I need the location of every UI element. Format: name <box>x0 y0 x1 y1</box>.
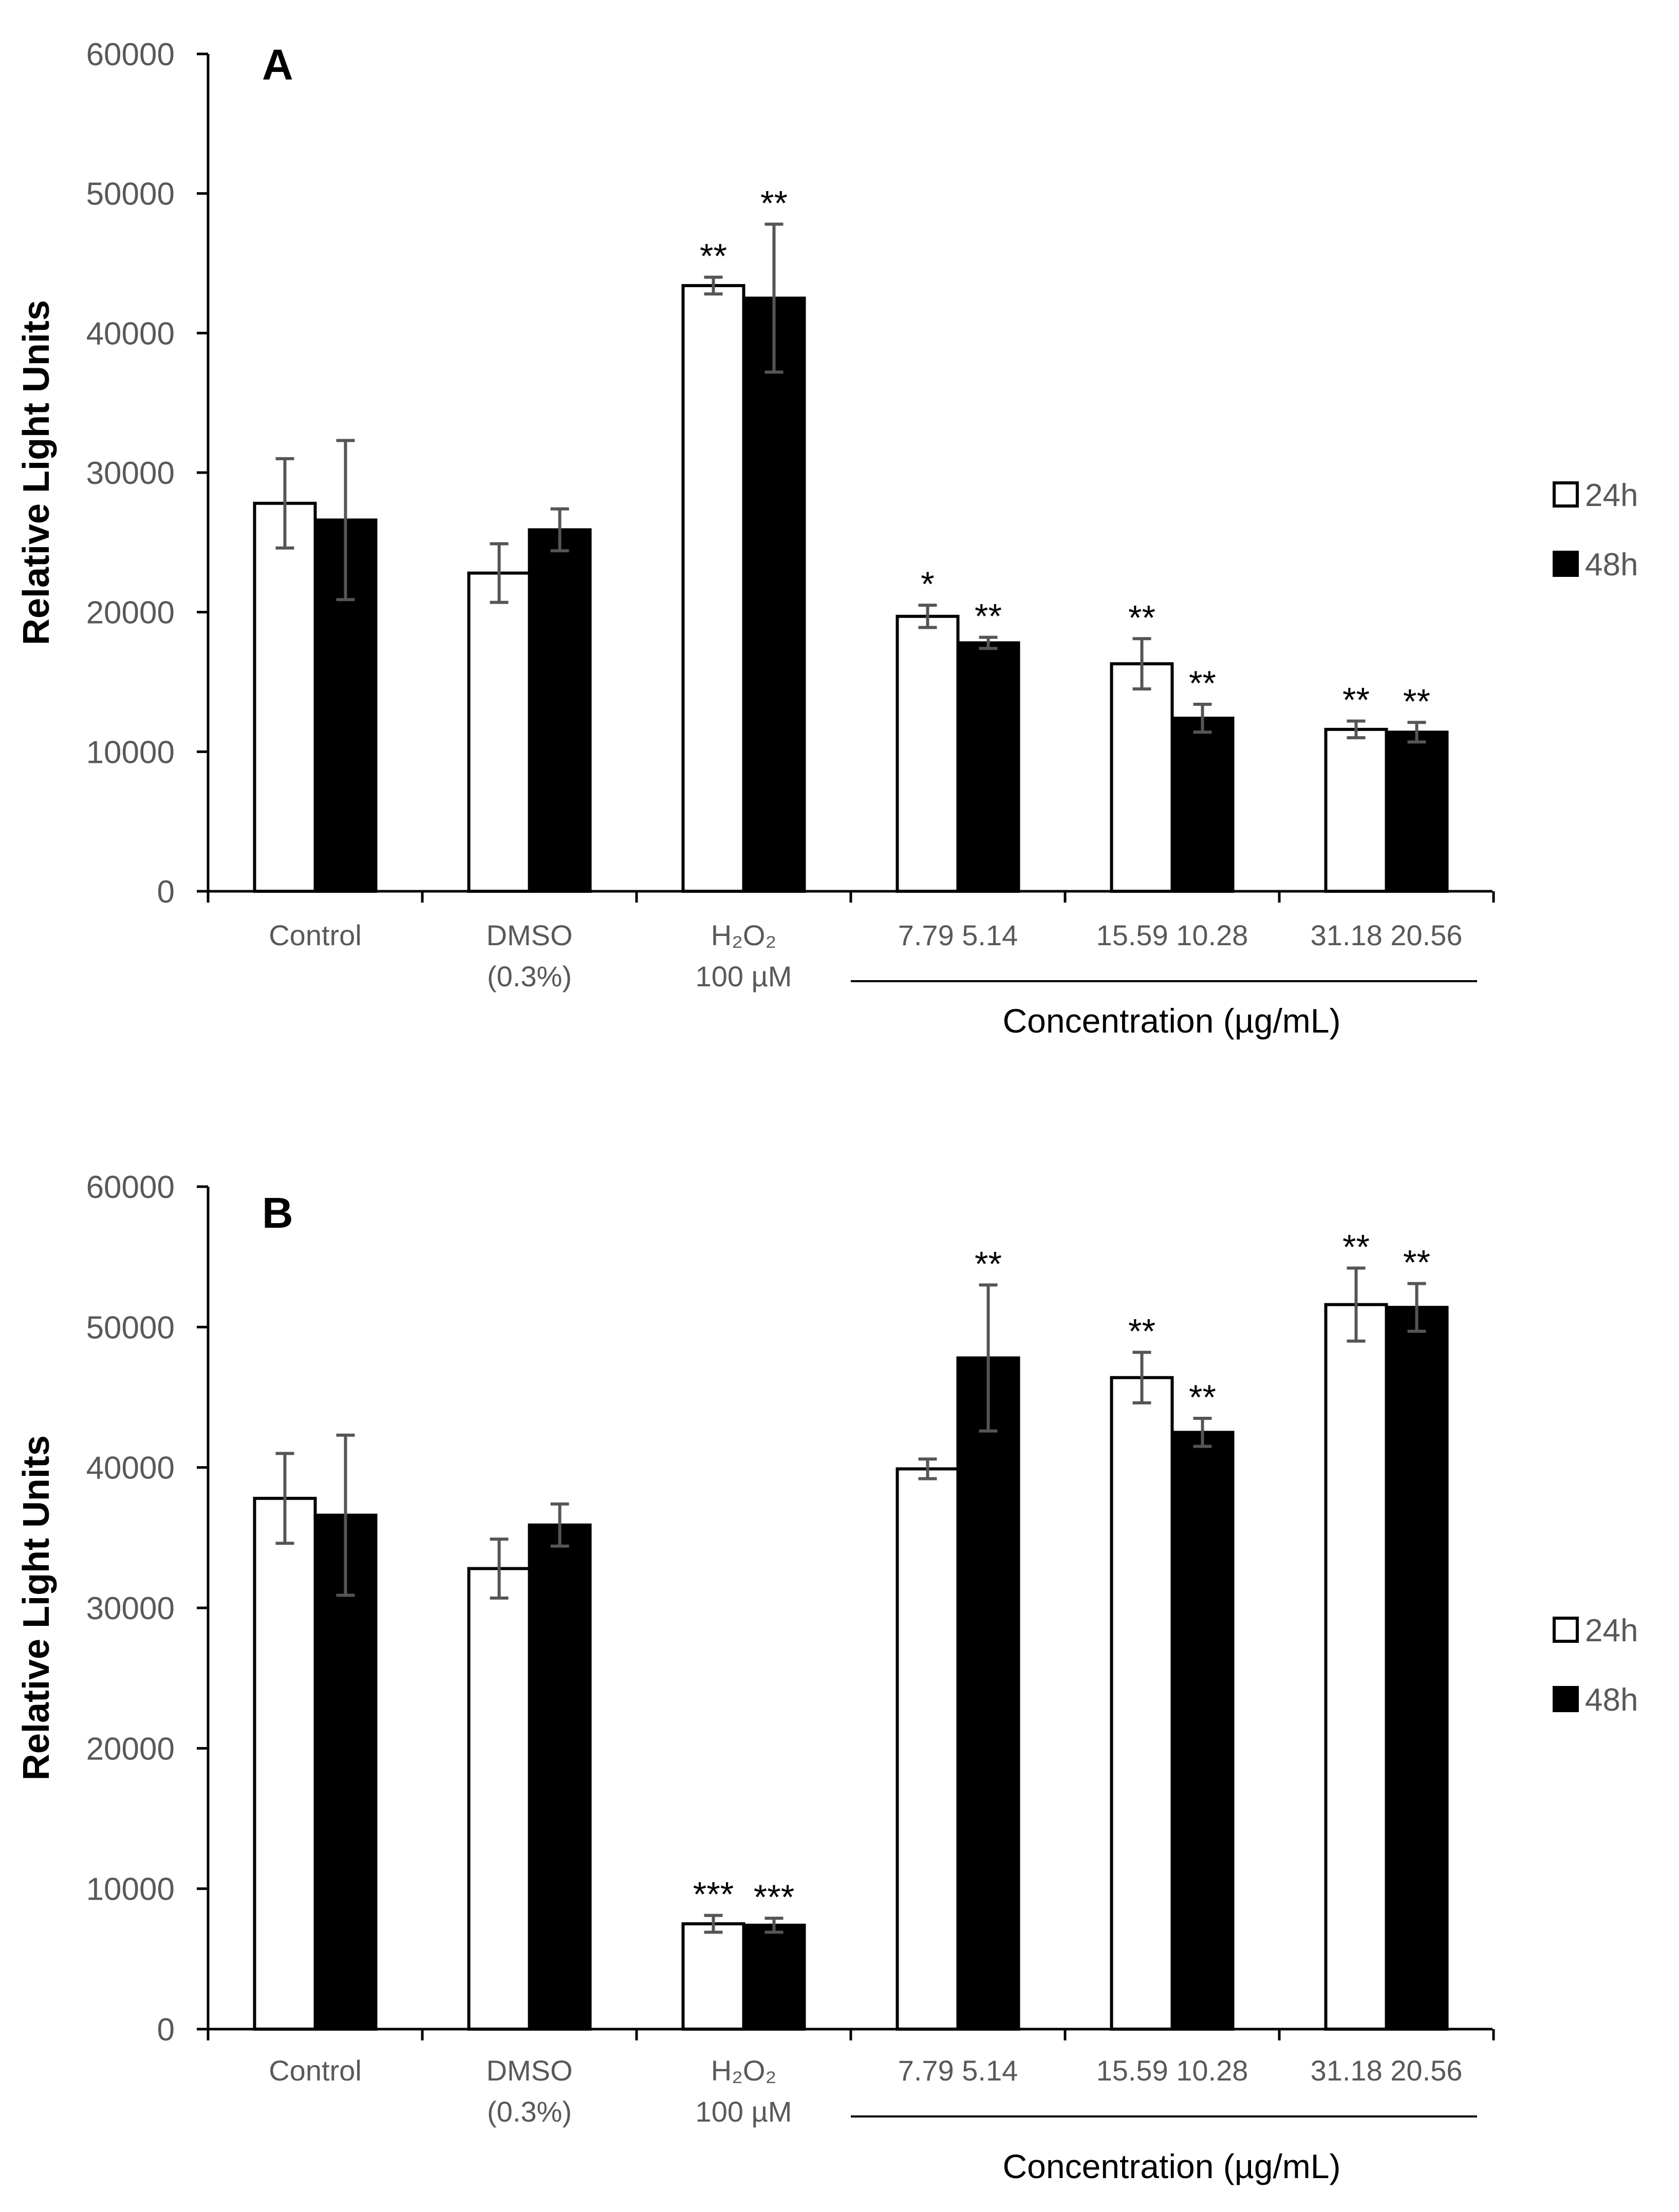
legend-label: 48h <box>1585 547 1638 583</box>
x-category-label: Control <box>269 2054 362 2087</box>
x-axis-title: Concentration (µg/mL) <box>1003 2147 1341 2185</box>
panel-b-chart: 0 10000 20000 30000 40000 50000 60000 Control DM… <box>16 1170 1638 2185</box>
panel-label: B <box>262 1189 293 1237</box>
bar-24h <box>896 614 960 893</box>
significance-label: ** <box>1342 1228 1370 1267</box>
significance-label: ** <box>1128 1312 1155 1351</box>
bar-24h <box>1110 1376 1174 2031</box>
bar-24h <box>1110 662 1174 893</box>
y-tick-label: 10000 <box>86 735 175 770</box>
legend-label: 24h <box>1585 1613 1638 1648</box>
y-tick-label: 50000 <box>86 1310 175 1345</box>
significance-label: * <box>921 565 934 604</box>
significance-label: *** <box>754 1878 794 1917</box>
bar-24h <box>1324 1303 1388 2031</box>
significance-label: ** <box>1189 1378 1216 1417</box>
bar-24h <box>896 1467 960 2031</box>
bar-48h <box>1170 1431 1235 2031</box>
x-category-label: 15.59 10.28 <box>1096 2054 1248 2087</box>
bar-48h <box>742 1923 806 2031</box>
y-tick-label: 60000 <box>86 37 175 72</box>
legend-swatch-48h <box>1553 1686 1579 1712</box>
panel-label: A <box>262 41 293 89</box>
y-tick-label: 30000 <box>86 1591 175 1626</box>
significance-label: *** <box>693 1875 734 1914</box>
legend-swatch-24h <box>1553 1617 1579 1643</box>
y-tick-label: 30000 <box>86 456 175 491</box>
significance-label: ** <box>1403 682 1430 721</box>
x-category-label: DMSO <box>487 2054 573 2087</box>
y-tick-label: 20000 <box>86 595 175 631</box>
bar-48h <box>528 1523 592 2031</box>
bar-48h <box>1385 1306 1449 2031</box>
x-category-label: H₂O₂ <box>711 2054 776 2087</box>
x-category-label: (0.3%) <box>487 2095 572 2128</box>
significance-label: ** <box>1342 681 1370 720</box>
bar-24h <box>681 1922 745 2031</box>
bar-48h <box>956 1356 1020 2031</box>
significance-label: ** <box>1403 1243 1430 1282</box>
significance-label: ** <box>1189 664 1216 703</box>
x-category-label: 7.79 5.14 <box>898 919 1018 951</box>
bar-48h <box>528 528 592 893</box>
y-tick-label: 0 <box>157 874 175 910</box>
x-category-label: 100 µM <box>696 960 792 992</box>
y-axis-title: Relative Light Units <box>16 1435 57 1780</box>
bar-48h <box>956 641 1020 893</box>
legend-swatch-48h <box>1553 551 1579 577</box>
panel-a-chart: 0 10000 20000 30000 40000 50000 60000 Control DM… <box>16 37 1638 1040</box>
significance-label: ** <box>700 237 727 276</box>
bar-24h <box>467 571 531 893</box>
bar-24h <box>253 1496 317 2031</box>
y-tick-label: 60000 <box>86 1170 175 1205</box>
legend-label: 24h <box>1585 478 1638 513</box>
y-tick-label: 40000 <box>86 1451 175 1486</box>
bar-24h <box>253 501 317 893</box>
bar-48h <box>1385 730 1449 893</box>
bar-48h <box>1170 717 1235 893</box>
significance-label: ** <box>975 1244 1002 1283</box>
y-axis-title: Relative Light Units <box>16 300 57 645</box>
legend-swatch-24h <box>1553 481 1579 508</box>
y-tick-label: 40000 <box>86 316 175 351</box>
x-category-label: 7.79 5.14 <box>898 2054 1018 2087</box>
bar-48h <box>742 296 806 893</box>
bar-24h <box>681 284 745 893</box>
significance-label: ** <box>975 597 1002 636</box>
x-category-label: 31.18 20.56 <box>1311 2054 1463 2087</box>
x-category-label: (0.3%) <box>487 960 572 992</box>
x-category-label: Control <box>269 919 362 951</box>
bar-48h <box>313 1513 378 2031</box>
bar-24h <box>1324 727 1388 893</box>
y-tick-label: 20000 <box>86 1731 175 1767</box>
significance-label: ** <box>760 183 788 222</box>
legend-label: 48h <box>1585 1682 1638 1718</box>
significance-label: ** <box>1128 598 1155 637</box>
x-category-label: DMSO <box>487 919 573 951</box>
x-category-label: H₂O₂ <box>711 919 776 951</box>
y-tick-label: 10000 <box>86 1872 175 1907</box>
bar-24h <box>467 1567 531 2031</box>
y-tick-label: 50000 <box>86 177 175 212</box>
x-axis-title: Concentration (µg/mL) <box>1003 1002 1341 1040</box>
x-category-label: 15.59 10.28 <box>1096 919 1248 951</box>
x-category-label: 31.18 20.56 <box>1311 919 1463 951</box>
y-tick-label: 0 <box>157 2012 175 2048</box>
x-category-label: 100 µM <box>696 2095 792 2128</box>
